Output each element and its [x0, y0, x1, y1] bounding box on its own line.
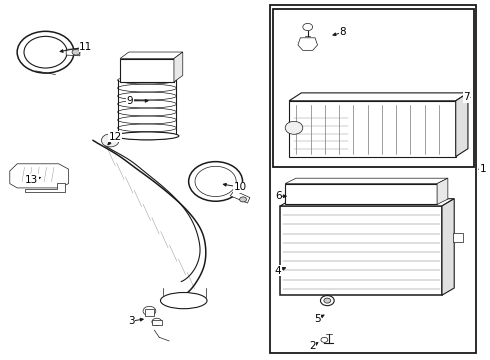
Circle shape: [240, 197, 246, 202]
Circle shape: [285, 121, 303, 134]
Polygon shape: [120, 52, 183, 59]
Circle shape: [72, 49, 80, 55]
Polygon shape: [280, 199, 454, 206]
Circle shape: [152, 318, 162, 325]
Polygon shape: [442, 199, 454, 295]
Polygon shape: [10, 164, 69, 188]
Text: 8: 8: [340, 27, 346, 37]
Bar: [280, 206, 442, 295]
Text: 9: 9: [126, 96, 133, 106]
Text: 10: 10: [234, 182, 246, 192]
Circle shape: [143, 306, 156, 316]
Text: 7: 7: [463, 92, 470, 102]
Text: 1: 1: [479, 164, 486, 174]
Polygon shape: [298, 38, 318, 50]
Text: 3: 3: [128, 316, 135, 326]
Polygon shape: [289, 93, 468, 101]
Text: 4: 4: [274, 266, 281, 276]
Text: 11: 11: [79, 42, 93, 52]
Bar: [120, 59, 174, 82]
Polygon shape: [174, 52, 183, 82]
Bar: [145, 309, 154, 316]
Polygon shape: [437, 178, 448, 204]
Bar: [285, 184, 437, 204]
Circle shape: [321, 337, 328, 342]
Text: 6: 6: [275, 191, 282, 201]
Circle shape: [24, 36, 67, 68]
Text: 12: 12: [108, 132, 122, 142]
Bar: [270, 5, 476, 353]
Ellipse shape: [115, 132, 179, 140]
Polygon shape: [66, 49, 80, 56]
Ellipse shape: [161, 292, 207, 309]
Bar: [273, 9, 474, 167]
Polygon shape: [285, 178, 448, 184]
Polygon shape: [456, 93, 468, 157]
Text: 5: 5: [314, 314, 321, 324]
Circle shape: [320, 296, 334, 306]
Polygon shape: [25, 183, 65, 192]
Circle shape: [189, 162, 243, 201]
Text: 13: 13: [25, 175, 39, 185]
Polygon shape: [230, 190, 250, 203]
Circle shape: [195, 166, 236, 197]
Polygon shape: [453, 233, 463, 242]
Circle shape: [324, 298, 331, 303]
Circle shape: [101, 134, 119, 147]
Circle shape: [303, 23, 313, 31]
Bar: [289, 101, 456, 157]
Text: 2: 2: [309, 341, 316, 351]
Bar: [152, 320, 162, 325]
Circle shape: [17, 31, 74, 73]
